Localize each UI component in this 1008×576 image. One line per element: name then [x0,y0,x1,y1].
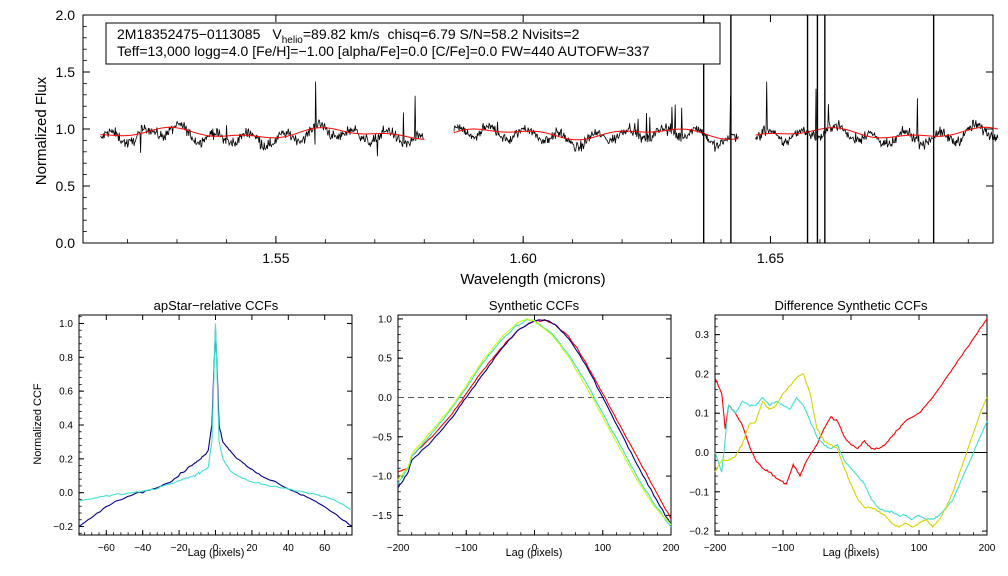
y-tick-label: 1.5 [56,64,76,80]
y-tick-label: −0.2 [53,522,73,533]
x-tick-label: 0 [532,543,538,554]
info-stats: chisq=6.79 S/N=58.2 Nvisits=2 [388,26,580,42]
series-combined [78,328,353,527]
spectrum-info-box: 2M18352475−0113085 Vhelio=89.82 km/s chisq… [105,22,721,65]
difference-ccf-panel: Difference Synthetic CCFs −200 −100 0 100 20… [689,298,996,559]
apstar-ccf-title: apStar−relative CCFs [154,298,279,313]
info-box-frame [105,22,721,65]
x-tick-label: −60 [98,543,115,554]
y-tick-label: 0.8 [59,353,73,364]
difference-ccf-series [714,318,988,529]
x-tick-label: 20 [246,543,258,554]
x-tick-label: 200 [663,543,680,554]
y-tick-label: −0.2 [689,527,709,538]
y-tick-label: 0.0 [378,393,392,404]
spectrum-axis-ticks: 1.55 1.60 1.65 0.0 0.5 1.0 1.5 2.0 [56,7,993,266]
x-tick-label: −200 [704,543,727,554]
y-tick-label: 0.5 [378,354,392,365]
series-model-chip-1 [100,126,425,140]
difference-ccf-frame [714,314,988,536]
y-tick-label: 0.5 [56,178,76,194]
x-tick-label: −20 [171,543,188,554]
series-observed-chip-3 [755,81,999,150]
series-ccf-1 [397,319,672,520]
y-tick-label: 0.1 [695,409,709,420]
info-v-value: =89.82 km/s [303,26,380,42]
y-tick-label: 0.2 [695,369,709,380]
series-ccf-4 [397,318,672,526]
y-tick-label: 1.0 [378,314,392,325]
synthetic-ccf-axis-ticks: −200 −100 0 100 200 −1.5 −1.0 −0.5 0.0 0.5 1.0 [372,314,680,554]
x-tick-label: 0 [213,543,219,554]
info-star-id: 2M18352475−0113085 [117,26,261,42]
series-observed-chip-1 [100,81,425,157]
series-model-chip-2 [453,128,739,141]
y-tick-label: 0.4 [59,421,73,432]
y-tick-label: 0.2 [59,454,73,465]
x-tick-label: 40 [283,543,295,554]
series-diff-cyan [714,396,988,521]
y-tick-label: −0.5 [372,432,392,443]
series-diff-yellow [714,373,988,529]
x-tick-label: 1.65 [757,250,784,266]
difference-ccf-title: Difference Synthetic CCFs [775,298,928,313]
apstar-ccf-xlabel: Lag (pixels) [188,547,245,559]
apstar-ccf-ylabel: Normalized CCF [32,383,44,465]
y-tick-label: −0.1 [689,487,709,498]
difference-ccf-axis-ticks: −200 −100 0 100 200 −0.2 −0.1 0.0 0.1 0.2 0.3 [689,315,996,554]
synthetic-ccf-title: Synthetic CCFs [489,298,580,313]
apstar-ccf-panel: apStar−relative CCFs −60 −40 −20 0 20 40 60 −0.… [32,298,353,559]
info-v-label: V [272,26,282,42]
x-tick-label: 1.55 [262,250,289,266]
x-tick-label: −100 [772,543,795,554]
x-tick-label: 0 [848,543,854,554]
synthetic-ccf-panel: Synthetic CCFs −200 −100 0 100 200 −1.5 −1.0 −0… [372,298,680,559]
y-tick-label: 0.0 [56,235,76,251]
x-tick-label: 100 [594,543,611,554]
y-tick-label: 2.0 [56,7,76,23]
spectrum-series [100,15,999,243]
apstar-ccf-series [78,323,353,527]
y-tick-label: 0.0 [59,488,73,499]
series-observed-chip-2 [453,96,739,152]
x-tick-label: 200 [979,543,996,554]
y-tick-label: −1.0 [372,472,392,483]
y-tick-label: 0.0 [695,448,709,459]
info-line-2: Teff=13,000 logg=4.0 [Fe/H]=−1.00 [alpha… [117,43,650,59]
apstar-ccf-frame [78,314,353,536]
spectrum-panel: 1.55 1.60 1.65 0.0 0.5 1.0 1.5 2.0 Normalized F… [33,7,999,288]
synthetic-ccf-xlabel: Lag (pixels) [506,547,563,559]
y-tick-label: 1.0 [56,121,76,137]
synthetic-ccf-series [397,318,672,528]
y-tick-label: −1.5 [372,511,392,522]
difference-ccf-xlabel: Lag (pixels) [823,547,880,559]
series-diff-red [714,318,988,485]
y-tick-label: 0.3 [695,330,709,341]
x-tick-label: −40 [134,543,151,554]
y-tick-label: 0.6 [59,387,73,398]
x-tick-label: −200 [387,543,410,554]
series-ccf-3 [397,319,672,528]
series-model-chip-3 [755,126,998,139]
x-tick-label: −100 [455,543,478,554]
x-tick-label: 100 [911,543,928,554]
y-tick-label: 1.0 [59,319,73,330]
series-visit [78,323,353,511]
info-v-sub: helio [282,35,304,46]
x-tick-label: 1.60 [510,250,537,266]
spectrum-xlabel: Wavelength (microns) [460,271,605,288]
x-tick-label: 60 [319,543,331,554]
info-line-1: 2M18352475−0113085 Vhelio=89.82 km/s chisq… [117,26,580,46]
spectrum-ylabel: Normalized Flux [33,76,50,185]
apstar-ccf-axis-ticks: −60 −40 −20 0 20 40 60 −0.2 0.0 0.2 0.4 0.6 0.8 1.0 [53,315,352,554]
